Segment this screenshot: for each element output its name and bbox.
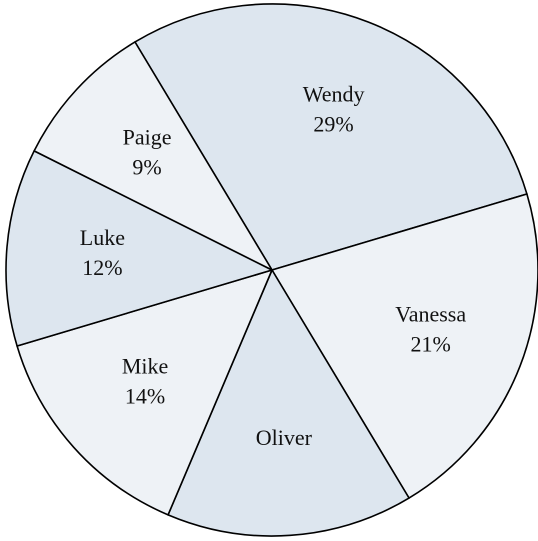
- slice-label-paige: Paige: [123, 124, 172, 149]
- pie-slice-luke: [5, 150, 273, 347]
- slice-label-luke: Luke: [80, 225, 125, 250]
- pie-slice-paige: [33, 41, 273, 271]
- slice-label-mike: Mike: [122, 354, 168, 379]
- slice-percent-wendy: 29%: [313, 111, 353, 136]
- pie-slice-mike: [16, 269, 273, 516]
- pie-slice-vanessa: [271, 193, 538, 499]
- pie-slice-oliver: [167, 269, 410, 537]
- slice-label-wendy: Wendy: [303, 81, 365, 106]
- slice-percent-mike: 14%: [125, 384, 165, 409]
- slice-percent-paige: 9%: [132, 154, 161, 179]
- slice-label-vanessa: Vanessa: [395, 302, 466, 327]
- slice-label-oliver: Oliver: [256, 425, 313, 450]
- pie-slices: [5, 3, 538, 537]
- pie-labels: Wendy 29% Vanessa 21% Oliver Mike 14% Luke 12% Pa…: [80, 81, 467, 450]
- slice-percent-luke: 12%: [82, 255, 122, 280]
- slice-percent-vanessa: 21%: [411, 332, 451, 357]
